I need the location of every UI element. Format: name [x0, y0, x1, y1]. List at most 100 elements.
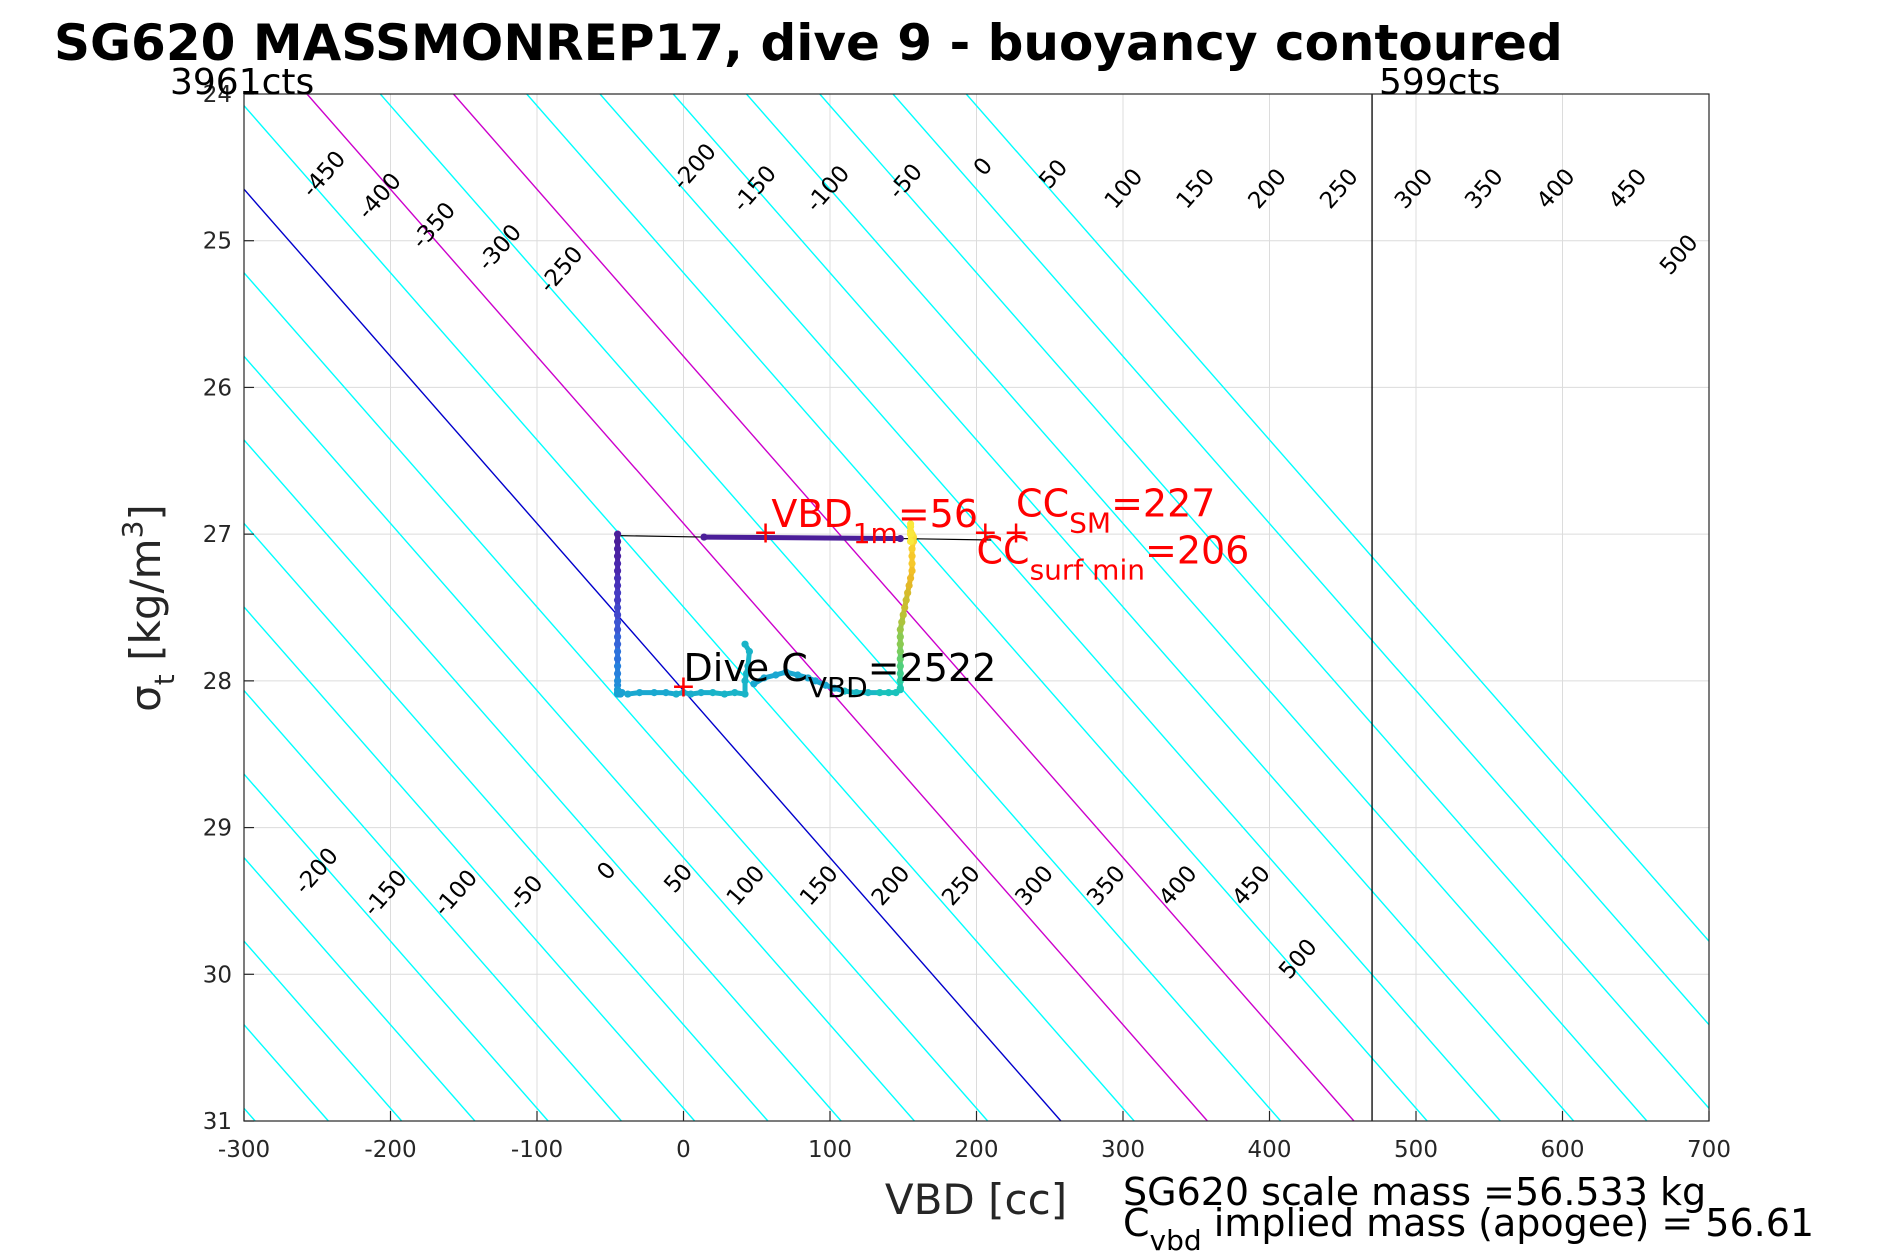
data-point [760, 674, 768, 682]
data-point [618, 688, 626, 697]
contour-line [244, 689, 622, 1121]
x-axis-label: VBD [cc] [885, 1175, 1067, 1224]
data-point [744, 662, 752, 670]
x-tick-label: 200 [955, 1137, 999, 1163]
red-markers: + +++ [671, 516, 1029, 705]
annotation-value: =227 [1111, 482, 1215, 526]
data-point [852, 688, 860, 697]
data-point [687, 690, 695, 698]
annotation-sub: VBD [808, 671, 868, 704]
data-point [741, 640, 749, 648]
data-point [864, 688, 872, 697]
data-point [896, 655, 904, 663]
data-point [613, 559, 622, 568]
contour-line [745, 94, 1648, 1121]
contour-line [244, 856, 476, 1121]
corner-label-left: 3961cts [170, 62, 314, 103]
x-tick-label: 400 [1248, 1137, 1292, 1163]
annotation-ccsm: CCSM=227 [1016, 482, 1215, 540]
data-point [841, 687, 849, 695]
data-point [613, 655, 622, 663]
data-point [679, 688, 688, 697]
data-point [745, 647, 754, 656]
y-label-rest: [kg/m [121, 538, 170, 674]
data-point [613, 552, 622, 560]
annotation-vbd1m: VBD1m=56 [771, 492, 978, 550]
corner-label-right: 599cts [1379, 62, 1500, 103]
data-point [896, 684, 904, 692]
data-point [896, 534, 904, 543]
contour-line [244, 355, 915, 1121]
y-label-close: ] [121, 504, 170, 520]
contour-line [379, 94, 1282, 1121]
data-point [613, 647, 622, 656]
annotation-main: CC [977, 528, 1030, 572]
y-label-main: σ [121, 685, 170, 712]
data-point [906, 530, 915, 538]
footer-c: C [1123, 1201, 1150, 1245]
data-point [908, 559, 916, 568]
data-point [908, 545, 916, 553]
y-axis-label: σt [kg/m3] [116, 504, 181, 712]
annotation-sub: SM [1069, 507, 1111, 540]
data-point [885, 688, 893, 697]
dive-path [613, 520, 992, 698]
y-tick-label: 26 [203, 375, 232, 401]
data-point [898, 618, 906, 626]
data-point [613, 603, 622, 612]
marker-plus: + [671, 670, 696, 705]
data-point [613, 589, 622, 597]
annotation-main: VBD [771, 492, 852, 536]
footer-scale-mass: SG620 scale mass =56.533 kg [1123, 1170, 1706, 1214]
data-point [662, 688, 670, 697]
y-tick-label: 25 [203, 229, 232, 255]
contour-line [526, 94, 1428, 1121]
data-point [613, 640, 622, 648]
marker-plus: + [1003, 516, 1028, 551]
data-point [613, 574, 622, 582]
data-point [650, 688, 658, 697]
annotation-sub: surf min [1030, 553, 1145, 586]
data-point [906, 520, 915, 528]
chart-title: SG620 MASSMONREP17, dive 9 - buoyancy co… [54, 14, 1563, 72]
data-point [624, 690, 632, 698]
y-label-sup: 3 [116, 521, 149, 539]
data-point [635, 688, 644, 697]
x-tick-label: 0 [676, 1137, 691, 1163]
contour-line [244, 188, 1062, 1121]
footer-vbd-sub: vbd [1150, 1224, 1202, 1257]
data-point [811, 677, 819, 685]
y-tick-label: 28 [203, 669, 232, 695]
data-point [613, 567, 622, 575]
data-point [904, 589, 912, 597]
contour-line [244, 940, 403, 1121]
annotation-main: CC [1016, 482, 1069, 526]
y-axis-ticks: 24 25 26 27 28 29 30 31 [203, 82, 254, 1135]
data-point [896, 677, 904, 685]
annotation-value: =2522 [868, 646, 997, 690]
contour-line [306, 94, 1208, 1121]
data-point [741, 690, 749, 698]
contour-line [599, 94, 1501, 1121]
contour-line [244, 773, 549, 1121]
data-point [613, 633, 622, 641]
data-point [901, 603, 909, 612]
x-tick-label: -300 [218, 1137, 270, 1163]
data-point [613, 530, 622, 538]
contour-line [244, 438, 842, 1121]
contour-line [819, 94, 1709, 1110]
data-point [613, 618, 622, 626]
data-point [613, 581, 622, 590]
y-label-sub: t [148, 674, 181, 685]
data-point [899, 611, 907, 619]
data-point [896, 625, 904, 634]
y-tick-label: 27 [203, 522, 232, 548]
footer-implied-mass: Cvbd implied mass (apogee) = 56.61 [1123, 1201, 1814, 1257]
data-point [731, 688, 739, 697]
footer-rest: implied mass (apogee) = 56.61 [1202, 1201, 1814, 1245]
data-point [906, 574, 915, 582]
data-point [822, 681, 830, 689]
contour-line [244, 522, 769, 1121]
